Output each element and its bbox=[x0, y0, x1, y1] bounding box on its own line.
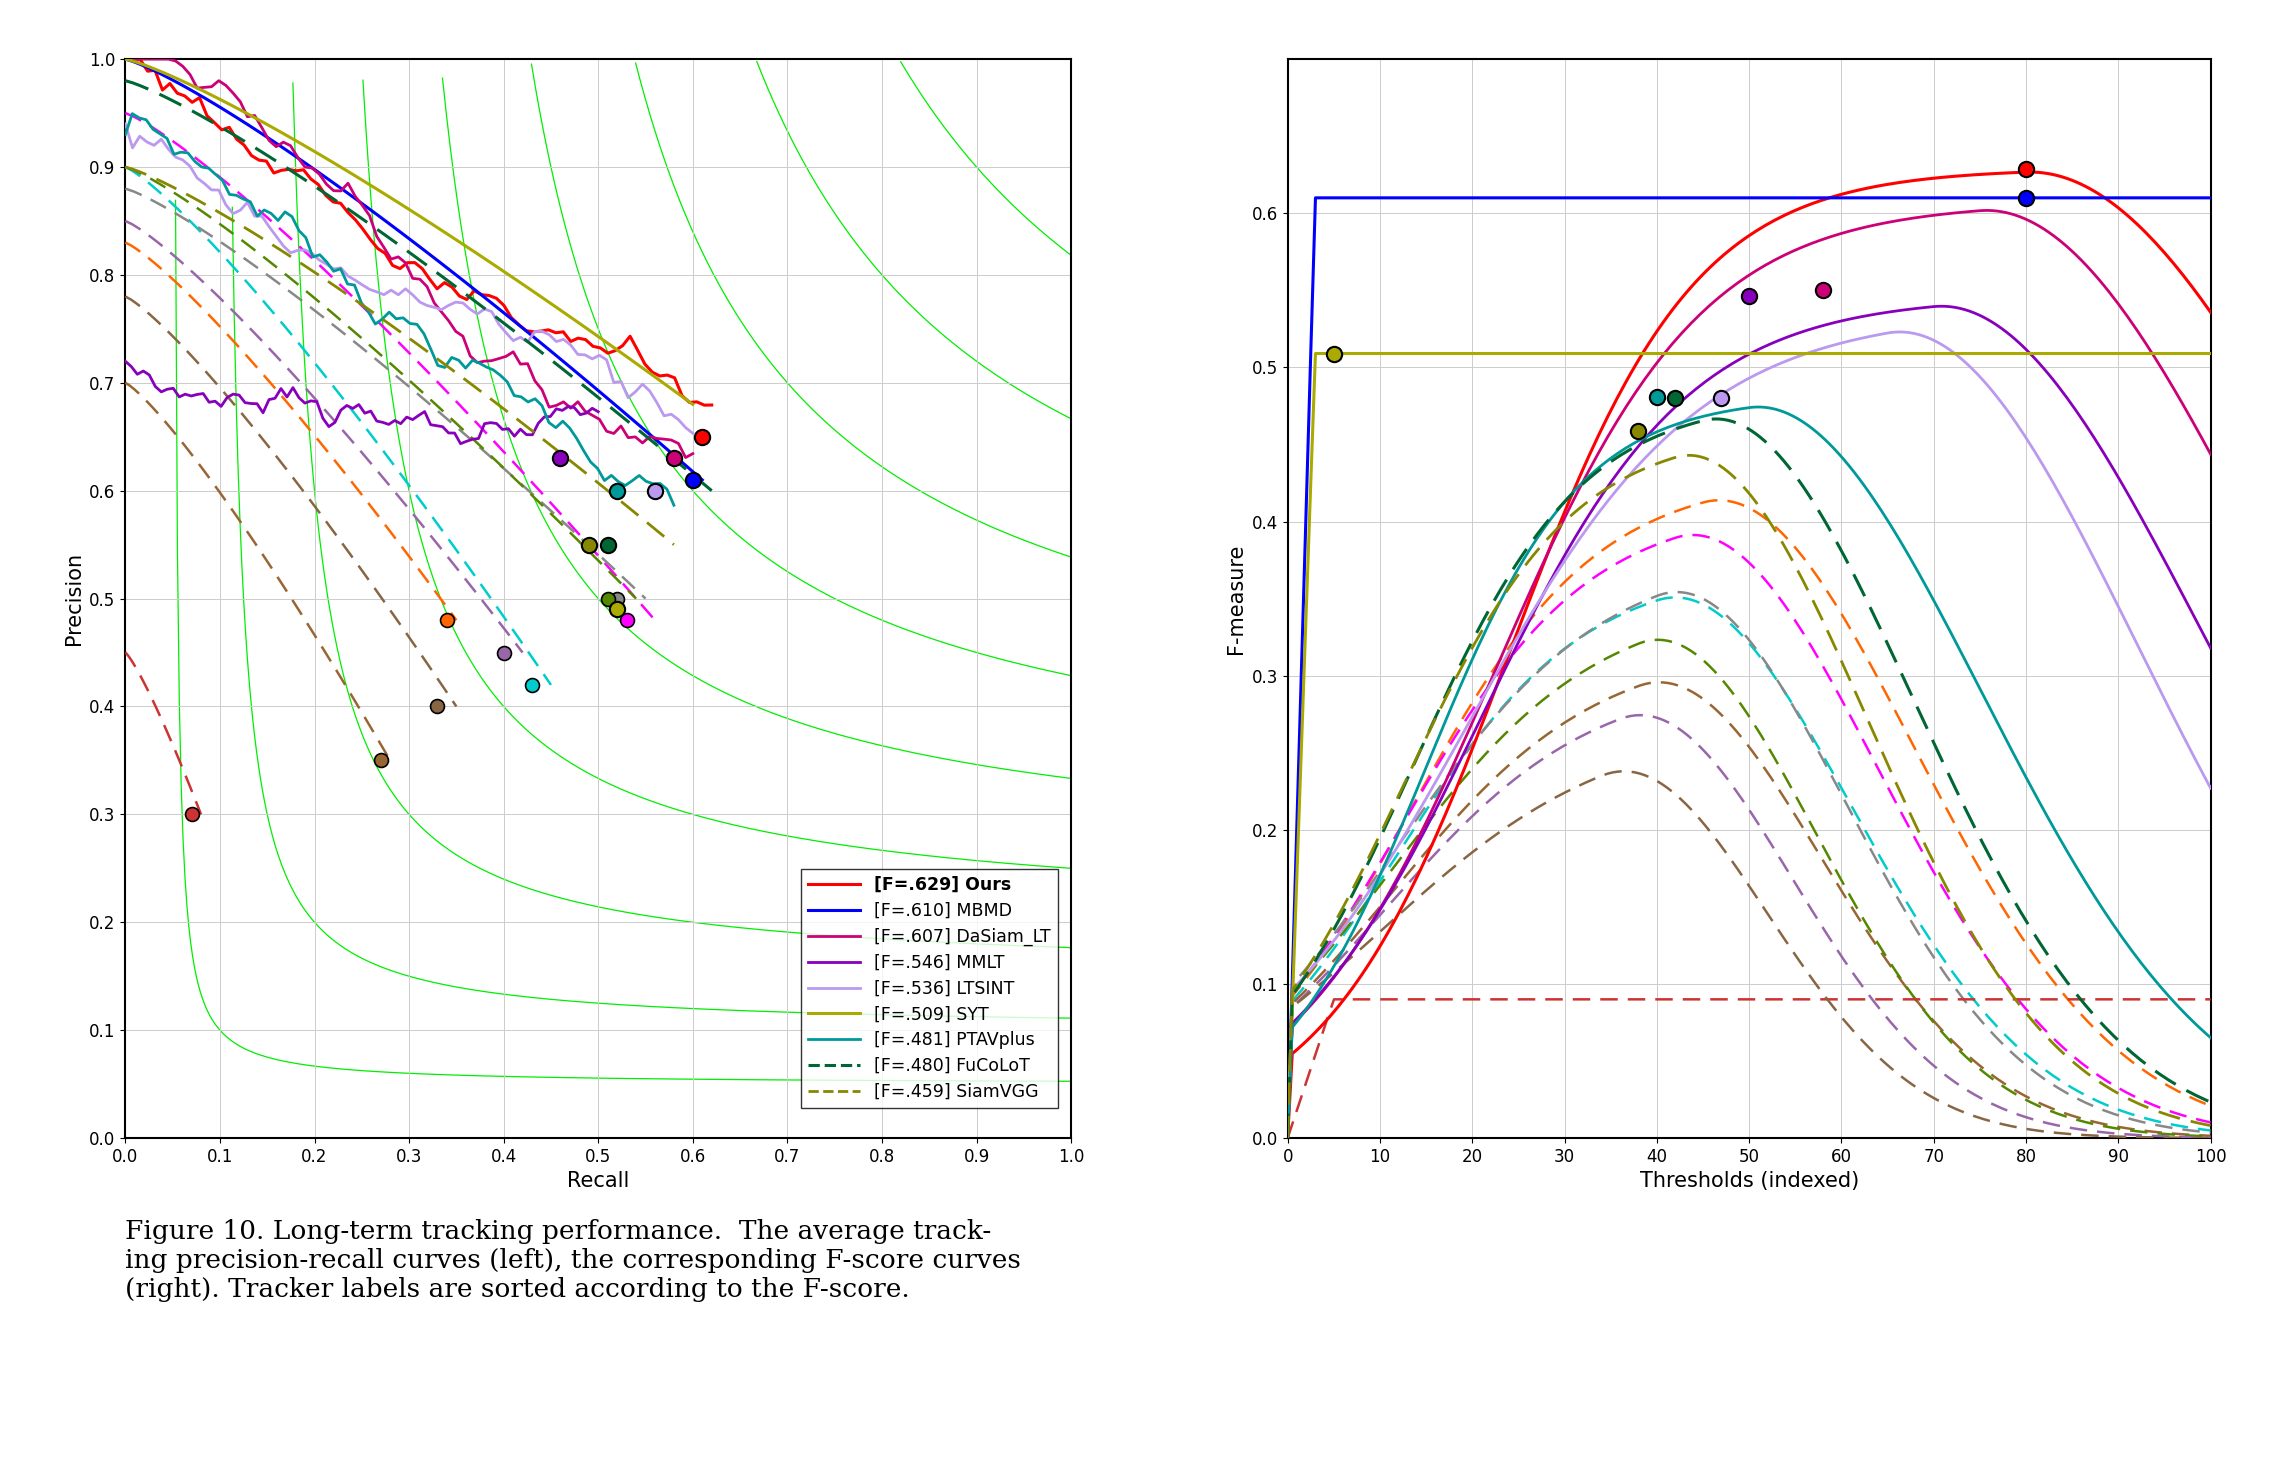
Y-axis label: F-measure: F-measure bbox=[1226, 544, 1247, 653]
X-axis label: Thresholds (indexed): Thresholds (indexed) bbox=[1639, 1172, 1860, 1191]
Legend: [F=.629] Ours, [F=.610] MBMD, [F=.607] DaSiam_LT, [F=.546] MMLT, [F=.536] LTSINT: [F=.629] Ours, [F=.610] MBMD, [F=.607] D… bbox=[802, 869, 1057, 1108]
Text: Figure 10. Long-term tracking performance.  The average track-
ing precision-rec: Figure 10. Long-term tracking performanc… bbox=[125, 1219, 1021, 1302]
Y-axis label: Precision: Precision bbox=[64, 551, 84, 646]
X-axis label: Recall: Recall bbox=[567, 1172, 629, 1191]
